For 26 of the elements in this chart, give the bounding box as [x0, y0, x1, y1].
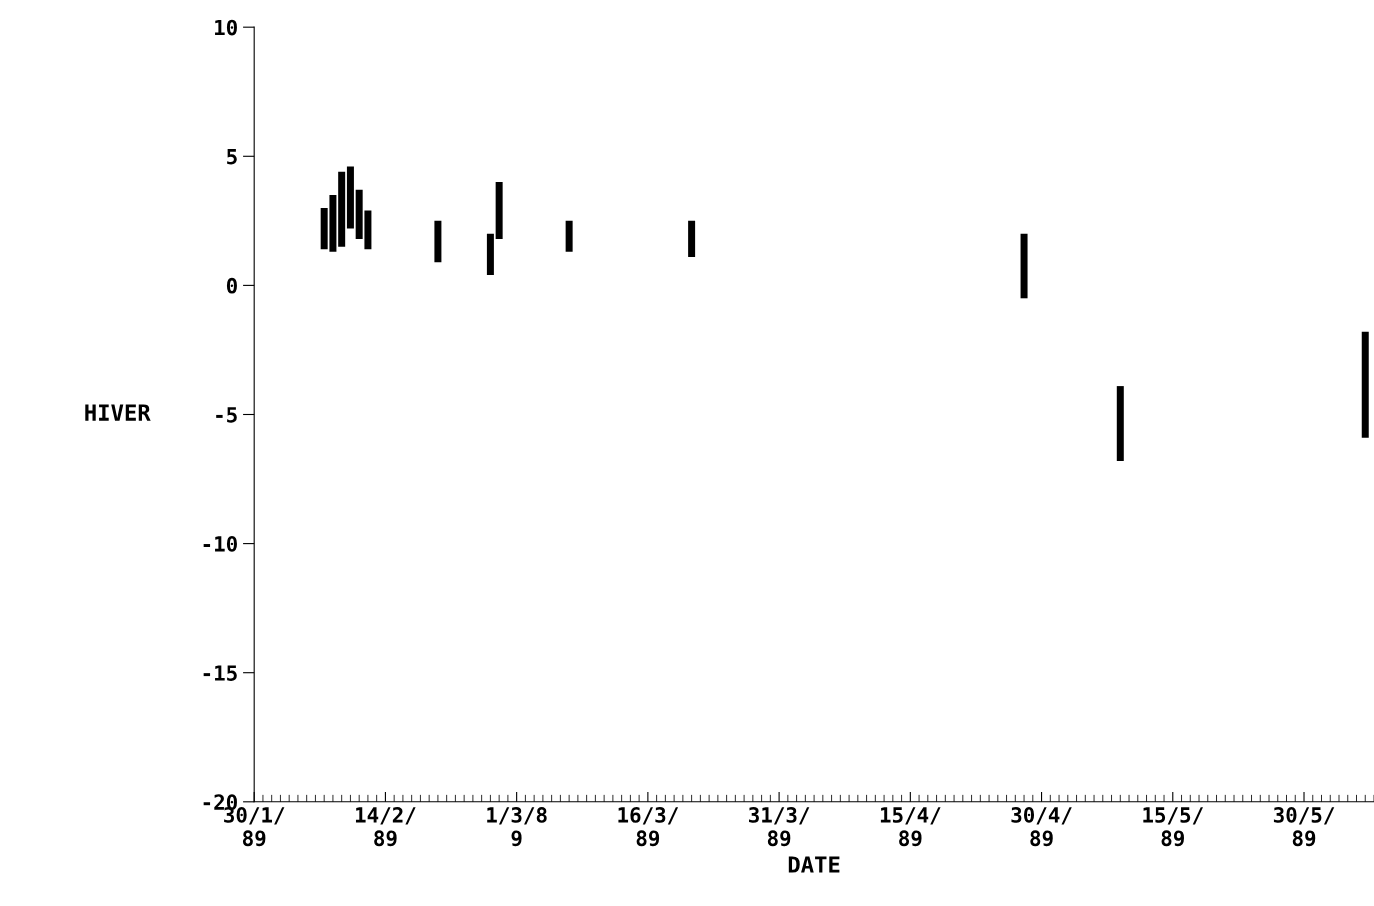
x-tick-label: 14/2/ 89: [355, 807, 416, 847]
bar: [1020, 233, 1028, 299]
y-tick-label: 10: [215, 19, 237, 36]
bar: [346, 166, 354, 229]
x-tick-label: 1/3/8 9: [487, 807, 547, 847]
bar: [1116, 386, 1124, 461]
y-axis-title: HIVER: [85, 404, 151, 421]
x-tick-label: 31/3/ 89: [749, 807, 810, 847]
bar: [495, 182, 503, 239]
y-tick-label: -5: [216, 407, 237, 423]
x-tick-label: 30/5/ 89: [1273, 807, 1335, 847]
y-tick-label: -10: [203, 536, 237, 552]
y-tick-label: -15: [203, 665, 237, 681]
x-tick-label: 15/4/ 89: [880, 807, 941, 847]
bar: [1361, 331, 1369, 438]
bar: [565, 220, 573, 252]
x-tick-label: 15/5/ 89: [1143, 807, 1203, 847]
x-tick-label: 16/3/ 89: [618, 807, 679, 847]
bar: [688, 220, 696, 257]
x-tick-label: 30/4/ 89: [1011, 807, 1072, 847]
bar: [486, 233, 494, 276]
y-tick-label: 0: [226, 277, 237, 294]
bar: [338, 171, 346, 247]
x-axis-title: DATE: [788, 856, 840, 873]
bar: [434, 220, 442, 263]
y-tick-label: 5: [227, 149, 237, 165]
